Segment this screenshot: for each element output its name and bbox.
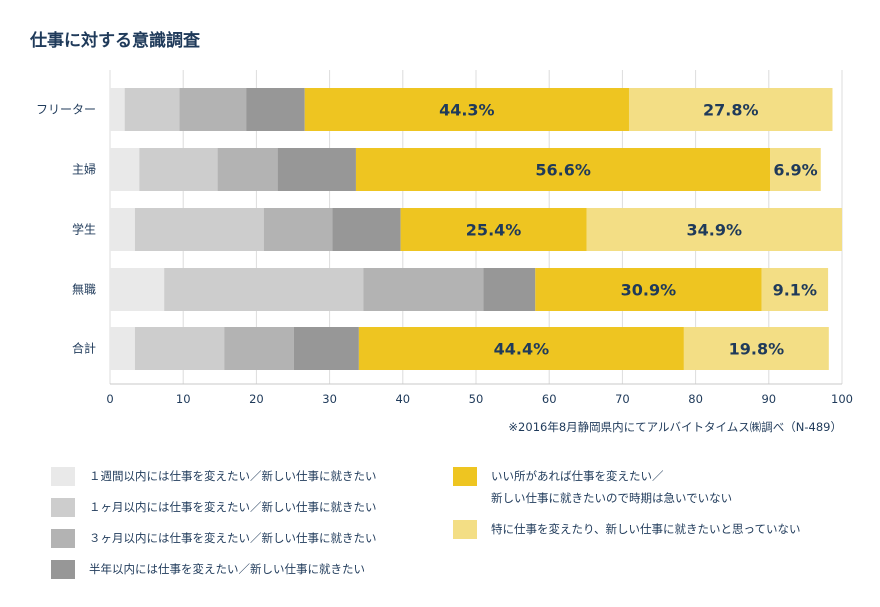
source-note: ※2016年8月静岡県内にてアルバイトタイムス㈱調べ（N-489）: [508, 420, 842, 434]
bar-segment: [358, 327, 684, 370]
legend-label: いい所があれば仕事を変えたい／ 新しい仕事に就きたいので時期は急いでいない: [491, 469, 733, 505]
bar-segment: [110, 208, 135, 251]
legend-swatch: [51, 498, 75, 517]
x-tick-label: 70: [615, 392, 630, 406]
legend-item-no-change: 特に仕事を変えたり、新しい仕事に就きたいと思っていない: [453, 520, 800, 540]
category-label: フリーター: [36, 103, 96, 117]
bar-segment: [110, 148, 140, 191]
x-tick-label: 80: [688, 392, 703, 406]
category-label: 学生: [72, 222, 96, 237]
data-label: 30.9%: [621, 281, 677, 300]
bar-segment: [683, 327, 829, 370]
bar-segment: [293, 327, 359, 370]
bar-segment: [628, 88, 833, 131]
legend-item-1week: １週間以内には仕事を変えたい／新しい仕事に就きたい: [51, 467, 377, 487]
data-label: 56.6%: [535, 161, 591, 180]
legend-swatch: [453, 467, 477, 486]
bar-segment: [217, 148, 278, 191]
bar-segment: [164, 268, 364, 311]
bar-segment: [224, 327, 294, 370]
x-tick-label: 0: [106, 392, 113, 406]
data-label: 19.8%: [729, 340, 785, 359]
bar-segment: [332, 208, 401, 251]
bar-segment: [400, 208, 587, 251]
x-tick-label: 50: [469, 392, 484, 406]
legend-label: 半年以内には仕事を変えたい／新しい仕事に就きたい: [89, 562, 365, 576]
legend-item-3months: ３ヶ月以内には仕事を変えたい／新しい仕事に就きたい: [51, 529, 377, 549]
bar-segment: [277, 148, 356, 191]
category-label: 主婦: [72, 162, 96, 177]
legend-label: 特に仕事を変えたり、新しい仕事に就きたいと思っていない: [491, 522, 801, 536]
bar-segment: [304, 88, 629, 131]
chart-title: 仕事に対する意識調査: [30, 31, 200, 51]
bar-segment: [179, 88, 247, 131]
x-tick-label: 20: [249, 392, 264, 406]
legend-label: ３ヶ月以内には仕事を変えたい／新しい仕事に就きたい: [89, 531, 377, 545]
bar-segment: [139, 148, 218, 191]
data-label: 34.9%: [687, 221, 743, 240]
bar-segment: [110, 327, 135, 370]
data-label: 9.1%: [773, 281, 817, 300]
legend-item-halfyear: 半年以内には仕事を変えたい／新しい仕事に就きたい: [51, 560, 365, 580]
legend-item-no-rush: いい所があれば仕事を変えたい／ 新しい仕事に就きたいので時期は急いでいない: [453, 467, 732, 509]
x-tick-label: 100: [831, 392, 853, 406]
data-label: 6.9%: [773, 161, 817, 180]
bar-segment: [246, 88, 305, 131]
legend-swatch: [51, 467, 75, 486]
legend-item-1month: １ヶ月以内には仕事を変えたい／新しい仕事に就きたい: [51, 498, 377, 518]
bar-segment: [770, 148, 821, 191]
data-label: 44.4%: [494, 340, 550, 359]
category-label: 合計: [72, 341, 96, 356]
bar-segment: [483, 268, 536, 311]
bar-segment: [761, 268, 829, 311]
legend-swatch: [51, 560, 75, 579]
x-tick-label: 60: [542, 392, 557, 406]
legend-label: １ヶ月以内には仕事を変えたい／新しい仕事に就きたい: [89, 500, 377, 514]
legend-swatch: [453, 520, 477, 539]
bar-segment: [586, 208, 842, 251]
bar-segment: [535, 268, 762, 311]
bar-segment: [134, 327, 225, 370]
x-tick-label: 30: [322, 392, 337, 406]
bar-segment: [124, 88, 180, 131]
data-label: 27.8%: [703, 101, 759, 120]
data-label: 44.3%: [439, 101, 495, 120]
bar-segment: [263, 208, 333, 251]
category-label: 無職: [72, 282, 96, 297]
x-tick-label: 10: [176, 392, 191, 406]
bar-segment: [110, 268, 165, 311]
x-tick-label: 40: [395, 392, 410, 406]
legend-swatch: [51, 529, 75, 548]
stacked-bar-chart: 44.3% 27.8% フリーター 56.6% 6.9% 主婦 25.4% 34.9% 学生 30…: [36, 70, 853, 406]
legend-label: １週間以内には仕事を変えたい／新しい仕事に就きたい: [89, 469, 377, 483]
bar-segment: [134, 208, 264, 251]
bar-segment: [355, 148, 771, 191]
x-tick-label: 90: [761, 392, 776, 406]
bar-segment: [363, 268, 484, 311]
bar-segment: [110, 88, 125, 131]
data-label: 25.4%: [466, 221, 522, 240]
